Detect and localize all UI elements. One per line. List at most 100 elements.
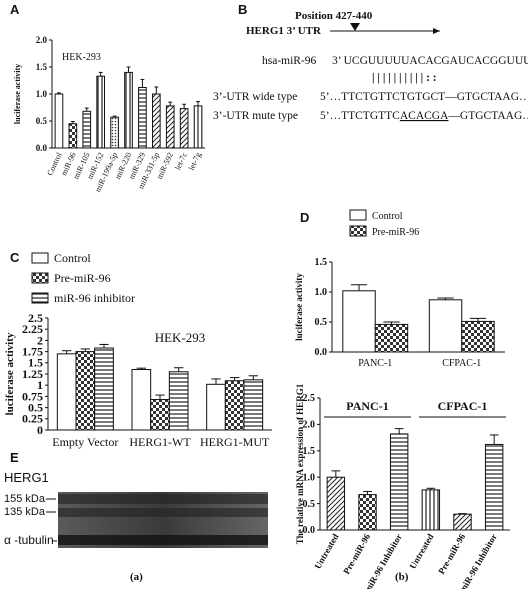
y-tick-label: 0.5 (303, 499, 316, 510)
bar (224, 380, 245, 431)
bar (179, 108, 189, 149)
bar (206, 383, 226, 431)
bar (150, 399, 170, 431)
y-tick-label: 0.0 (303, 525, 316, 536)
x-tick-label: CFPAC-1 (442, 358, 481, 369)
protein-label: HERG1 (4, 470, 49, 485)
y-tick-label: 0.5 (315, 317, 328, 328)
bar (243, 379, 264, 431)
panel-e: E HERG1 155 kDa 135 kDa α -tubulin (4, 450, 268, 548)
bar (138, 87, 147, 149)
x-tick-label: Untreated (312, 532, 340, 571)
y-axis-label: luciferase activity (294, 273, 304, 341)
y-tick-label: 2.0 (303, 420, 316, 431)
gene-label: HERG1 3’ UTR (246, 25, 322, 37)
legend-label: Pre-miR-96 (54, 271, 111, 285)
legend-swatch (31, 292, 49, 304)
x-tick-label: HERG1-MUT (200, 435, 270, 449)
bar (168, 371, 189, 431)
y-tick-label: 1.0 (303, 472, 316, 483)
mirna-sequence: 3’ UCGUUUUUACACGAUCACGGUUU 5’ (332, 55, 528, 67)
y-tick-label: 2 (37, 333, 43, 347)
group-label: CFPAC-1 (438, 399, 488, 413)
bar (461, 320, 495, 353)
legend-label: Control (372, 211, 403, 222)
y-axis-label: The relative mRNA expression of HERG1 (295, 383, 305, 544)
y-tick-label: 0.5 (28, 400, 43, 414)
bar (110, 116, 119, 149)
loading-label: α -tubulin (4, 533, 54, 547)
bar (428, 299, 463, 353)
wild-sequence: 5’…TTCTGTTCTGTGCT—GTGCTAAG…3’ (320, 91, 528, 103)
y-tick-label: 1.5 (28, 356, 43, 370)
bar (96, 75, 106, 149)
panel-label: C (10, 250, 20, 265)
panel-b: B Position 427-440 HERG1 3’ UTR hsa-miR-… (213, 2, 528, 122)
y-tick-label: 2.0 (36, 35, 48, 45)
bar (68, 123, 78, 149)
y-tick-label: 0.75 (22, 389, 43, 403)
y-tick-label: 1.0 (36, 89, 48, 99)
marker-label: 155 kDa (4, 493, 46, 505)
bar (82, 110, 92, 149)
y-tick-label: 2.5 (303, 393, 316, 404)
x-tick-label: HERG1-WT (129, 435, 191, 449)
group-label: PANC-1 (346, 399, 388, 413)
bar (193, 105, 203, 149)
bar (124, 71, 133, 149)
bar (389, 433, 409, 531)
bar (484, 443, 504, 531)
position-marker (350, 23, 360, 31)
bar (342, 290, 376, 353)
mute-sequence: 5’…TTCTGTTCACACGA—GTGCTAAG…3’ (320, 110, 528, 122)
y-tick-label: 2.5 (28, 311, 43, 325)
y-axis-label: luciferase activity (13, 64, 22, 124)
y-tick-label: 1.0 (315, 287, 328, 298)
pairing: | | | | | | | | | | : : (372, 72, 437, 84)
x-tick-label: Pre-miR-96 (341, 532, 372, 576)
bar (94, 347, 114, 431)
legend-swatch (349, 225, 367, 237)
marker-arrows (46, 498, 57, 542)
caption: (b) (395, 571, 409, 583)
x-tick-label: let-7g (187, 151, 203, 172)
y-tick-label: 2.25 (22, 322, 43, 336)
mute-prefix: 5’…TTCTGTTC (320, 110, 400, 122)
y-tick-label: 0 (37, 423, 43, 437)
band (58, 508, 268, 517)
y-tick-label: 1.5 (36, 62, 48, 72)
y-tick-label: 1.75 (22, 344, 43, 358)
legend-swatch (31, 272, 49, 284)
x-tick-label: Empty Vector (52, 435, 118, 449)
bar (151, 93, 161, 149)
y-tick-label: 1.5 (315, 257, 328, 268)
bar (358, 494, 377, 531)
panel-label: B (238, 2, 247, 17)
mirna-name: hsa-miR-96 (262, 55, 317, 67)
legend-swatch (31, 252, 49, 264)
y-tick-label: 0.0 (315, 347, 328, 358)
bar (56, 353, 77, 431)
y-tick-label: 1 (37, 378, 43, 392)
bar (75, 351, 96, 431)
chart-title: HEK-293 (155, 330, 206, 345)
panel-label: A (10, 2, 20, 17)
mute-changed: ACACGA (400, 110, 449, 122)
y-tick-label: 0.5 (36, 116, 48, 126)
panel-label: D (300, 210, 309, 225)
legend-swatch (349, 209, 367, 221)
x-tick-label: Pre-miR-96 (436, 532, 467, 576)
bar (54, 93, 64, 149)
wild-name: 3’-UTR wide type (213, 91, 297, 103)
legend-label: Pre-miR-96 (372, 227, 419, 238)
marker-label: 135 kDa (4, 506, 46, 518)
mute-name: 3’-UTR mute type (213, 110, 298, 122)
bar (165, 105, 175, 149)
y-tick-label: 0.0 (36, 143, 48, 153)
legend-label: Control (54, 251, 91, 265)
arrow-head (433, 28, 440, 34)
x-tick-label: PANC-1 (358, 358, 392, 369)
y-tick-label: 1.5 (303, 446, 316, 457)
bar (421, 489, 441, 531)
